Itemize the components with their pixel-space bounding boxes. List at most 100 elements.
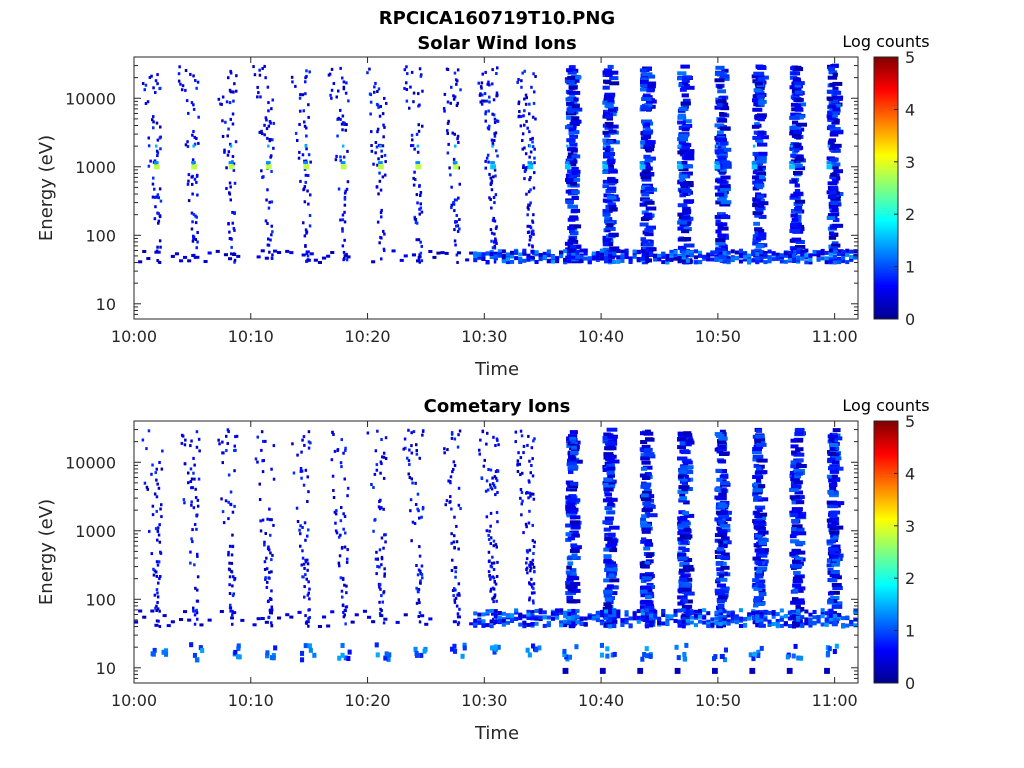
spectrogram-cell: [567, 654, 572, 660]
spectrogram-cell: [215, 249, 220, 253]
spectrogram-cell: [571, 75, 582, 80]
spectrogram-cell: [258, 68, 261, 72]
spectrogram-cell: [669, 257, 674, 262]
spectrogram-cell: [410, 444, 413, 448]
spectrogram-cell: [339, 533, 342, 537]
spectrogram-cell: [497, 615, 502, 620]
spectrogram-cell: [531, 219, 534, 223]
spectrogram-cell: [418, 212, 421, 216]
spectrogram-cell: [828, 611, 835, 616]
spectrogram-cell: [853, 623, 858, 628]
spectrogram-cell: [529, 610, 533, 614]
spectrogram-cell: [501, 259, 506, 264]
spectrogram-cell: [370, 144, 373, 147]
spectrogram-cell: [231, 221, 234, 225]
spectrogram-cell: [763, 609, 768, 614]
spectrogram-cell: [366, 431, 370, 435]
spectrogram-cell: [151, 513, 155, 517]
spectrogram-cell: [677, 71, 687, 76]
spectrogram-cell: [570, 119, 582, 124]
spectrogram-cell: [680, 540, 689, 545]
spectrogram-cell: [450, 185, 453, 189]
spectrogram-cell: [489, 619, 494, 624]
spectrogram-cell: [521, 132, 525, 136]
spectrogram-cell: [436, 251, 441, 255]
spectrogram-cell: [682, 192, 689, 196]
spectrogram-cell: [804, 609, 809, 614]
spectrogram-cell: [194, 238, 198, 241]
spectrogram-cell: [298, 96, 302, 100]
spectrogram-cell: [304, 560, 308, 564]
spectrogram-cell: [832, 249, 837, 254]
spectrogram-cell: [412, 91, 416, 95]
spectrogram-cell: [317, 261, 322, 264]
spectrogram-cell: [759, 256, 764, 261]
spectrogram-cell: [489, 609, 494, 613]
spectrogram-cell: [417, 255, 421, 259]
spectrogram-cell: [305, 147, 308, 151]
spectrogram-cell: [193, 523, 197, 526]
spectrogram-cell: [303, 185, 307, 189]
spectrogram-cell: [608, 155, 614, 160]
spectrogram-cell: [491, 112, 494, 116]
spectrogram-cell: [755, 192, 762, 197]
spectrogram-cell: [804, 255, 809, 260]
spectrogram-cell: [677, 76, 686, 81]
spectrogram-cell: [683, 465, 694, 470]
spectrogram-cell: [718, 622, 723, 626]
spectrogram-cell: [380, 236, 383, 240]
spectrogram-cell: [190, 503, 193, 507]
spectrogram-cell: [159, 125, 162, 129]
spectrogram-cell: [718, 514, 729, 519]
spectrogram-cell: [455, 604, 459, 608]
spectrogram-cell: [679, 568, 690, 573]
spectrogram-cell: [403, 437, 407, 441]
spectrogram-cell: [645, 653, 650, 659]
spectrogram-cell: [559, 623, 564, 628]
spectrogram-cell: [496, 154, 499, 158]
spectrogram-cell: [570, 439, 577, 444]
spectrogram-cell: [752, 135, 761, 140]
spectrogram-cell: [795, 458, 804, 463]
spectrogram-cell: [604, 477, 613, 482]
spectrogram-cell: [677, 258, 682, 263]
spectrogram-cell: [795, 500, 805, 505]
spectrogram-cell: [639, 589, 648, 594]
spectrogram-cell: [616, 249, 621, 253]
spectrogram-cell: [271, 655, 276, 661]
spectrogram-cell: [794, 83, 802, 88]
spectrogram-cell: [829, 175, 837, 180]
spectrogram-cell: [693, 623, 698, 628]
spectrogram-cell: [157, 221, 160, 225]
spectrogram-cell: [645, 140, 656, 145]
colorbar-tick-label: 1: [905, 258, 915, 277]
spectrogram-cell: [344, 91, 348, 95]
spectrogram-cell: [340, 438, 343, 442]
spectrogram-cell: [510, 259, 515, 264]
spectrogram-cell: [229, 198, 232, 202]
spectrogram-cell: [332, 496, 336, 499]
spectrogram-cell: [605, 484, 616, 489]
spectrogram-cell: [480, 476, 483, 480]
spectrogram-cell: [409, 85, 412, 89]
spectrogram-cell: [497, 253, 502, 258]
spectrogram-cell: [480, 81, 484, 85]
spectrogram-cell: [190, 175, 193, 179]
spectrogram-cell: [227, 222, 230, 226]
spectrogram-cell: [261, 470, 265, 474]
spectrogram-cell: [236, 646, 241, 652]
spectrogram-cell: [645, 591, 652, 595]
spectrogram-cell: [756, 458, 763, 463]
spectrogram-cell: [683, 243, 695, 248]
spectrogram-cell: [849, 619, 854, 624]
spectrogram-cell: [489, 511, 493, 515]
spectrogram-cell: [285, 613, 290, 617]
spectrogram-cell: [681, 604, 693, 609]
spectrogram-cell: [794, 588, 804, 593]
spectrogram-cell: [523, 109, 526, 113]
spectrogram-cell: [827, 504, 838, 509]
spectrogram-cell: [290, 75, 294, 79]
spectrogram-cell: [616, 610, 621, 615]
spectrogram-cell: [256, 85, 259, 89]
x-tick-label: 10:10: [228, 691, 274, 710]
